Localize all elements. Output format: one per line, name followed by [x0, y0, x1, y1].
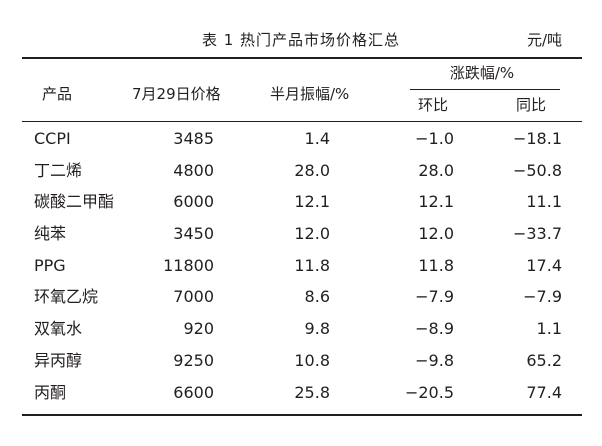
swing-cell: 11.8	[294, 255, 330, 275]
swing-cell: 25.8	[294, 382, 330, 402]
price-cell: 3485	[173, 129, 214, 148]
yoy-cell: 65.2	[526, 350, 562, 370]
price-cell: 7000	[173, 287, 214, 307]
price-cell: 3450	[173, 224, 214, 244]
yoy-cell: −50.8	[512, 160, 562, 180]
table-body: CCPI 3485 1.4 −1.0 −18.1 丁二烯 4800 28.0 2…	[0, 123, 602, 408]
product-name-cell: PPG	[34, 255, 66, 275]
table-row: PPG 11800 11.8 11.8 17.4	[0, 250, 602, 282]
yoy-cell: 11.1	[526, 192, 562, 212]
table-row: 异丙醇 9250 10.8 −9.8 65.2	[0, 345, 602, 377]
swing-cell: 12.1	[294, 192, 330, 212]
mom-cell: −9.8	[415, 350, 454, 370]
price-cell: 4800	[173, 160, 214, 180]
header-product: 产品	[42, 85, 73, 103]
table-caption: 表 1 热门产品市场价格汇总 元/吨	[0, 28, 602, 52]
swing-cell: 9.8	[304, 319, 330, 339]
mom-cell: 12.0	[418, 224, 454, 244]
table-row: 碳酸二甲酯 6000 12.1 12.1 11.1	[0, 186, 602, 218]
product-name-cell: 丙酮	[34, 382, 67, 402]
product-name-cell: 异丙醇	[34, 350, 83, 370]
product-name-cell: 双氧水	[34, 319, 83, 339]
yoy-cell: −18.1	[512, 129, 562, 148]
bottom-rule	[22, 414, 582, 416]
table-row: 双氧水 920 9.8 −8.9 1.1	[0, 313, 602, 345]
swing-cell: 1.4	[304, 129, 330, 148]
table-row: 纯苯 3450 12.0 12.0 −33.7	[0, 218, 602, 250]
mom-cell: −20.5	[404, 382, 454, 402]
table-row: 丁二烯 4800 28.0 28.0 −50.8	[0, 155, 602, 187]
price-cell: 11800	[163, 255, 214, 275]
product-name-cell: 纯苯	[34, 224, 67, 244]
swing-cell: 8.6	[304, 287, 330, 307]
mom-cell: 28.0	[418, 160, 454, 180]
mom-cell: −7.9	[415, 287, 454, 307]
top-rule	[22, 57, 582, 59]
table-title: 表 1 热门产品市场价格汇总	[201, 31, 401, 49]
yoy-cell: 17.4	[526, 255, 562, 275]
header-change: 涨跌幅/%	[449, 64, 515, 82]
mom-cell: −8.9	[415, 319, 454, 339]
swing-cell: 10.8	[294, 350, 330, 370]
table-row: CCPI 3485 1.4 −1.0 −18.1	[0, 123, 602, 155]
header-sub-rule	[410, 89, 560, 90]
price-cell: 6600	[173, 382, 214, 402]
header-mom: 环比	[418, 96, 449, 114]
price-cell: 9250	[173, 350, 214, 370]
mom-cell: −1.0	[415, 129, 454, 148]
product-name-cell: 环氧乙烷	[34, 287, 99, 307]
yoy-cell: 77.4	[526, 382, 562, 402]
swing-cell: 12.0	[294, 224, 330, 244]
header-swing: 半月振幅/%	[270, 85, 350, 103]
yoy-cell: −33.7	[512, 224, 562, 244]
yoy-cell: −7.9	[523, 287, 562, 307]
mom-cell: 12.1	[418, 192, 454, 212]
product-name-cell: 丁二烯	[34, 160, 83, 180]
header-yoy: 同比	[516, 96, 547, 114]
price-cell: 920	[183, 319, 214, 339]
price-cell: 6000	[173, 192, 214, 212]
yoy-cell: 1.1	[536, 319, 562, 339]
table-unit: 元/吨	[526, 31, 562, 49]
table-row: 丙酮 6600 25.8 −20.5 77.4	[0, 377, 602, 409]
product-name-cell: 碳酸二甲酯	[34, 192, 115, 212]
swing-cell: 28.0	[294, 160, 330, 180]
product-name-cell: CCPI	[34, 129, 71, 148]
mom-cell: 11.8	[418, 255, 454, 275]
header-price: 7月29日价格	[132, 85, 221, 103]
table-row: 环氧乙烷 7000 8.6 −7.9 −7.9	[0, 281, 602, 313]
header-rule	[22, 121, 582, 122]
